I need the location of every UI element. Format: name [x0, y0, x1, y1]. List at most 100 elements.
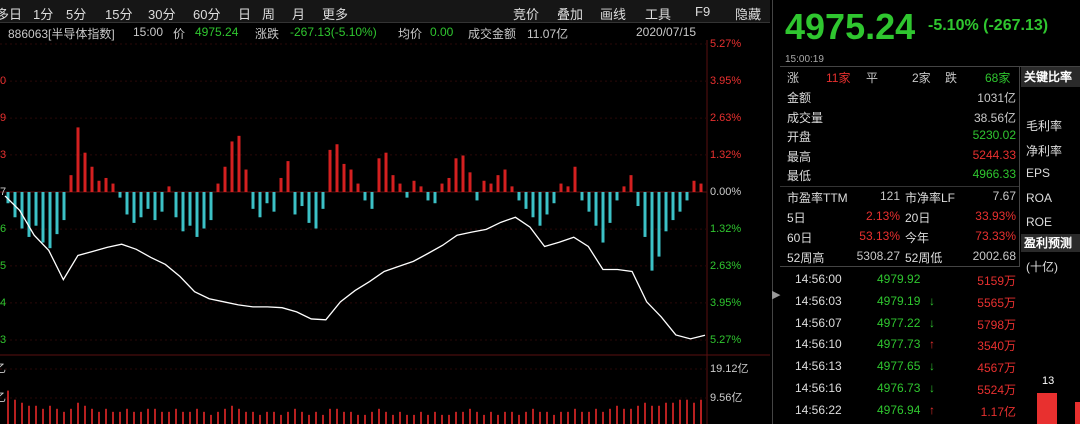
volume-bar — [84, 405, 86, 424]
volume-bar — [322, 414, 324, 424]
ratio-item[interactable]: ROA — [1026, 190, 1053, 205]
toolbar-button[interactable]: 更多 — [322, 7, 349, 22]
info-item: 价 — [173, 27, 186, 41]
trade-price: 4977.22 — [877, 315, 921, 330]
toolbar-button[interactable]: 工具 — [645, 7, 672, 22]
volume-bar — [49, 405, 51, 424]
bar — [391, 175, 395, 192]
info-item: 11.07亿 — [527, 27, 569, 41]
volume-bar — [602, 411, 604, 424]
unit: (十亿) — [1026, 260, 1058, 274]
bar — [503, 169, 507, 192]
breadth-item: 涨 — [787, 71, 800, 85]
bar — [181, 192, 185, 232]
toolbar-button[interactable]: 5分 — [66, 7, 87, 22]
bar — [377, 158, 381, 192]
toolbar-button[interactable]: 隐藏 — [735, 7, 762, 22]
stat-value: 5308.27 — [856, 249, 900, 263]
volume-bar — [70, 408, 72, 424]
trade-price: 4979.19 — [877, 293, 921, 308]
toolbar-button[interactable]: F9 — [695, 4, 711, 19]
volume-bar — [483, 414, 485, 424]
volume-bar — [14, 399, 16, 424]
bar — [349, 169, 353, 192]
bar — [531, 192, 535, 218]
info-item: 成交金额 — [468, 27, 517, 41]
trade-time: 14:56:10 — [795, 337, 842, 352]
volume-bar — [63, 411, 65, 424]
volume-bar — [168, 411, 170, 424]
stat-label: 52周低 — [905, 251, 943, 265]
toolbar-button[interactable]: 周 — [262, 7, 276, 22]
ratio-item[interactable]: 净利率 — [1026, 143, 1063, 158]
trade-price: 4976.73 — [877, 381, 921, 395]
bar — [580, 192, 584, 201]
bar — [363, 192, 367, 201]
bar — [111, 183, 115, 192]
trade-volume: 5798万 — [977, 317, 1016, 332]
ratio-item[interactable]: ROE — [1026, 215, 1053, 229]
toolbar-button[interactable]: 30分 — [148, 7, 176, 22]
toolbar-button[interactable]: 60分 — [193, 7, 221, 22]
ratio-header[interactable]: 盈利预测 — [1021, 234, 1080, 252]
bar — [55, 192, 59, 235]
toolbar-button[interactable]: 日 — [238, 7, 252, 22]
bar — [440, 183, 444, 192]
bar — [587, 192, 591, 212]
volume-bar — [175, 408, 177, 424]
ratio-header[interactable]: 关键比率 — [1021, 67, 1080, 87]
collapse-arrow[interactable]: ▶ — [772, 289, 781, 301]
bar — [27, 192, 31, 237]
bar — [230, 141, 234, 192]
ratio-item[interactable]: 毛利率 — [1026, 119, 1063, 133]
bar — [321, 192, 325, 209]
stat-value: 53.13% — [859, 229, 900, 243]
bar — [601, 192, 605, 243]
volume-bar — [392, 414, 394, 424]
volume-bar — [420, 411, 422, 424]
trade-time: 14:56:07 — [795, 315, 842, 330]
volume-bar — [91, 408, 93, 424]
ratio-item[interactable]: EPS — [1026, 166, 1051, 180]
toolbar-button[interactable]: 叠加 — [557, 7, 584, 22]
bar — [90, 166, 94, 192]
trade-time: 14:56:00 — [795, 272, 842, 286]
toolbar — [0, 0, 770, 23]
bar — [223, 166, 227, 192]
volume-bar — [105, 408, 107, 424]
volume-bar — [413, 414, 415, 424]
trade-time: 14:56:16 — [795, 381, 842, 395]
toolbar-button[interactable]: 多日 — [0, 7, 23, 22]
bar — [125, 192, 129, 215]
bar — [307, 192, 311, 223]
y-left-tick-label: 5 — [0, 260, 6, 272]
volume-bar — [336, 408, 338, 424]
volume-left-label: 乙 — [0, 391, 6, 404]
bar — [433, 192, 437, 204]
bar — [678, 192, 682, 212]
volume-bar — [427, 414, 429, 424]
volume-tick-label: 19.12亿 — [710, 362, 749, 375]
volume-bar — [434, 411, 436, 424]
toolbar-button[interactable]: 画线 — [600, 7, 627, 22]
bar — [251, 192, 255, 209]
toolbar-button[interactable]: 竞价 — [513, 7, 540, 22]
toolbar-button[interactable]: 1分 — [33, 7, 54, 22]
volume-bar — [28, 405, 30, 424]
info-item: -267.13(-5.10%) — [290, 25, 377, 39]
bar — [475, 192, 479, 201]
bar — [272, 192, 276, 212]
bar — [118, 192, 122, 198]
time: 15:00:19 — [785, 54, 824, 65]
volume-bar — [126, 408, 128, 424]
toolbar-button[interactable]: 月 — [292, 7, 306, 22]
toolbar-button[interactable]: 15分 — [105, 7, 133, 22]
bar — [62, 192, 66, 221]
bar — [573, 166, 577, 192]
bar — [629, 175, 633, 192]
volume-bar — [476, 411, 478, 424]
volume-bar — [399, 411, 401, 424]
stat-value: 2.13% — [865, 209, 900, 223]
volume-bar — [35, 405, 37, 424]
breadth-item: 2家 — [912, 71, 931, 85]
